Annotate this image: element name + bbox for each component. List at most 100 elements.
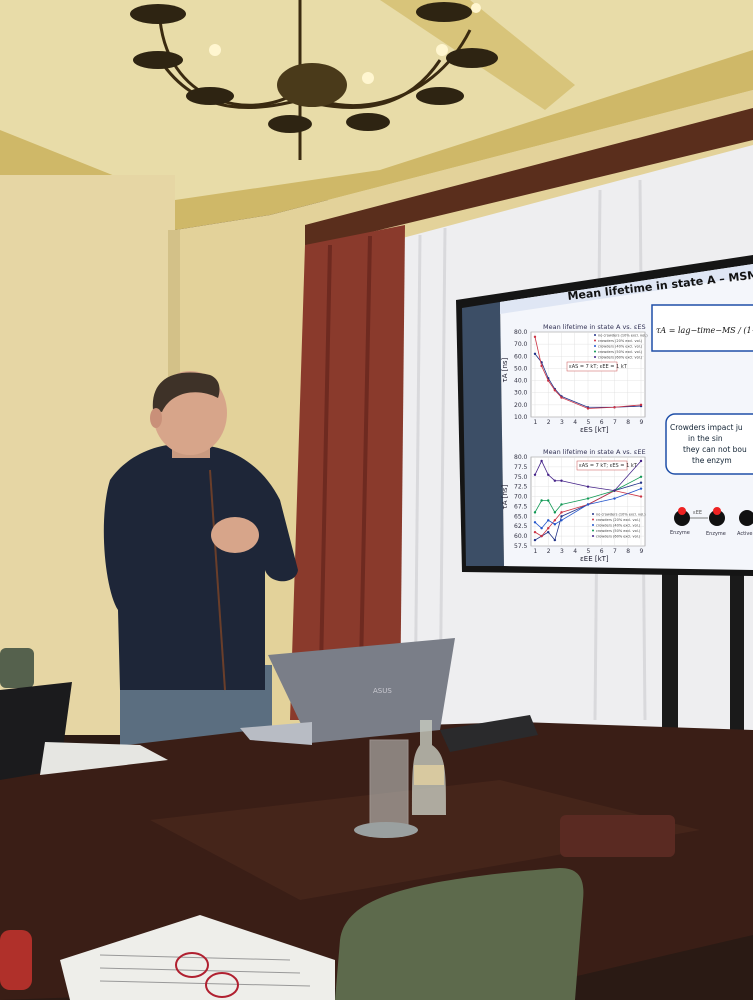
legend-marker: [592, 535, 594, 537]
note-line: Crowders impact ju: [670, 423, 743, 432]
legend-marker: [592, 513, 594, 515]
data-point: [553, 519, 557, 522]
laptop-screen-back: [268, 638, 455, 743]
y-tick-label: 60.0: [514, 353, 528, 360]
y-tick-label: 60.0: [514, 533, 528, 540]
data-point: [613, 406, 616, 409]
data-point: [560, 515, 563, 518]
x-tick-label: 2: [547, 548, 551, 555]
data-point: [560, 511, 563, 514]
x-tick-label: 7: [613, 419, 617, 426]
data-point: [613, 497, 616, 500]
chair-front: [335, 868, 584, 1000]
y-tick-label: 77.5: [514, 464, 528, 471]
legend-entry: crowders (40% excl. vol.): [596, 524, 641, 528]
chart-lifetime-vs-eps-ee: 1 2 3 4 5 6 7 8 9 80.0 77.5 75.0 72.5 70.0 67.5 65.0 62.…: [501, 448, 646, 563]
legend-entry: crowders (20% excl. vol.): [598, 339, 643, 343]
note-line: they can not bou: [683, 445, 747, 454]
red-case: [0, 930, 32, 990]
x-tick-label: 3: [560, 548, 564, 555]
legend-entry: crowders (50% excl. vol.): [596, 529, 641, 533]
diagram-label: Active: [737, 531, 752, 537]
keyboard: [440, 715, 538, 752]
data-point: [639, 459, 643, 463]
legend-entry: no crowders (10% excl. vol.): [598, 334, 648, 338]
data-point: [613, 489, 616, 492]
data-point: [540, 364, 543, 368]
data-point: [533, 352, 537, 356]
chart-title: Mean lifetime in state A vs. εES: [543, 323, 646, 331]
data-point: [547, 527, 550, 530]
legend-marker: [592, 524, 594, 526]
enzyme-particle: [709, 510, 725, 526]
x-tick-label: 6: [600, 419, 604, 426]
tv-stand-pole: [662, 570, 678, 735]
data-point: [540, 527, 543, 530]
data-point: [560, 396, 563, 399]
data-point: [553, 479, 557, 482]
legend-marker: [594, 345, 596, 347]
table-reflection: [150, 780, 700, 900]
data-point: [540, 459, 543, 463]
x-tick-label: 1: [533, 548, 537, 555]
data-point: [533, 521, 537, 524]
data-point: [586, 503, 590, 506]
data-point: [639, 487, 643, 490]
legend-entry: crowders (40% excl. vol.): [598, 345, 643, 349]
y-tick-label: 75.0: [514, 474, 528, 481]
annotation: εAS = 7 kT; εEE = 1 kT: [569, 364, 628, 370]
y-tick-label: 40.0: [514, 378, 528, 385]
legend-marker: [594, 339, 596, 342]
data-point: [547, 379, 550, 382]
legend-marker: [594, 334, 596, 336]
series-line: [534, 460, 642, 492]
link-label: εEE: [693, 510, 702, 516]
data-point: [547, 519, 550, 522]
data-point: [586, 497, 590, 500]
candle-cups: [130, 2, 498, 133]
data-point: [639, 481, 643, 484]
data-point: [540, 499, 543, 502]
series-line: [534, 336, 642, 409]
y-tick-label: 10.0: [514, 414, 528, 421]
legend-marker: [592, 529, 594, 532]
water-glass: [369, 739, 409, 831]
diagram-label: Enzyme: [706, 531, 726, 537]
x-tick-label: 3: [560, 419, 564, 426]
data-point: [560, 503, 563, 506]
active-particle: [739, 510, 753, 526]
bottle-label: [414, 765, 444, 785]
y-tick-label: 70.0: [514, 341, 528, 348]
series-line: [534, 490, 642, 537]
presenter: [103, 371, 298, 745]
y-axis-label: τA [ns]: [501, 357, 509, 382]
paper-stack: [40, 742, 168, 775]
legend-marker: [594, 356, 596, 358]
chart-lifetime-vs-eps-es: 1 2 3 4 5 6 7 8 9 80.0 70.0 60.0 50.0 40.0 30.0 20.0 10.…: [501, 323, 648, 434]
data-point: [553, 523, 557, 526]
y-tick-label: 80.0: [514, 329, 528, 336]
data-point: [547, 499, 550, 502]
document-text-lines: [99, 954, 311, 987]
x-axis-label: εEE [kT]: [580, 555, 609, 563]
candle-bulbs: [209, 3, 481, 84]
y-tick-label: 30.0: [514, 390, 528, 397]
y-axis-label: τA [ns]: [501, 484, 509, 509]
jacket-zipper: [209, 469, 226, 691]
laptop-brand-logo: ASUS: [373, 687, 392, 695]
data-point: [553, 538, 557, 542]
y-tick-label: 67.5: [514, 503, 528, 510]
enzyme-diagram: εEE Enzyme Enzyme Active: [670, 507, 753, 537]
data-point: [639, 495, 643, 498]
series-line: [534, 488, 642, 529]
legend-marker: [594, 350, 596, 353]
data-point: [533, 538, 537, 542]
data-point: [639, 475, 643, 478]
legend-entry: crowders (50% excl. vol.): [598, 350, 643, 354]
annotation: εAS = 7 kT; εES = 1 kT: [579, 463, 638, 469]
legend-entry: crowders (60% excl. vol.): [598, 356, 643, 360]
y-tick-label: 50.0: [514, 365, 528, 372]
chair-back-left: [0, 648, 34, 688]
x-tick-label: 1: [533, 419, 537, 426]
x-tick-label: 7: [613, 548, 617, 555]
